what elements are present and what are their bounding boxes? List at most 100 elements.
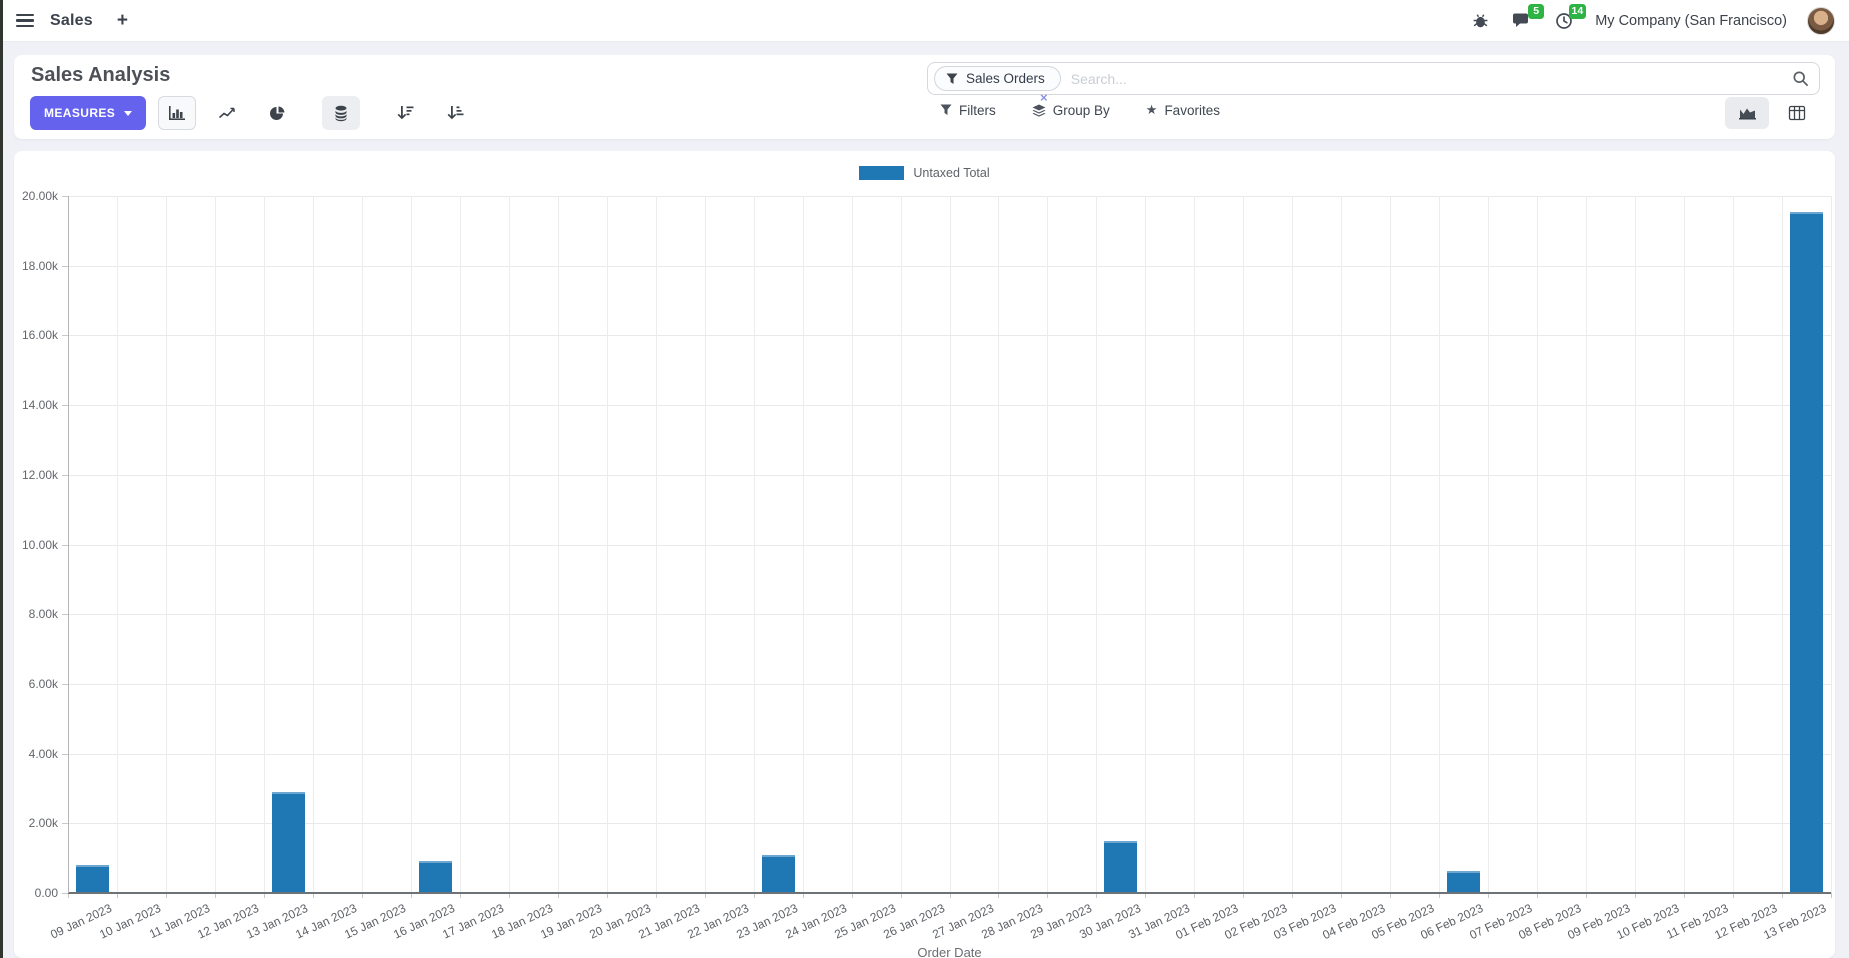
legend-swatch [859,166,905,180]
debug-bug-icon[interactable] [1469,10,1491,32]
x-tick [998,893,1000,898]
favorites-button[interactable]: ★ Favorites [1146,102,1220,118]
filter-funnel-icon [940,104,952,116]
chart-type-bar-button[interactable] [158,96,197,130]
bar-13-jan-2023[interactable] [271,791,305,893]
pivot-view-button[interactable] [1775,97,1819,129]
chart-type-pie-button[interactable] [258,96,296,130]
plus-icon[interactable]: + [116,9,128,31]
x-tick [165,893,167,898]
app-name[interactable]: Sales [50,11,93,29]
y-axis-tick-label: 16.00k [21,328,58,343]
y-tick [62,335,68,337]
gridline-vertical [1096,196,1098,893]
remove-facet-icon[interactable]: × [1040,90,1048,105]
star-icon: ★ [1145,102,1158,117]
apps-menu-icon[interactable] [16,13,34,28]
bar-06-feb-2023[interactable] [1447,871,1481,893]
stacked-toggle-button[interactable] [322,96,361,130]
chart-toolbar: MEASURES [30,96,474,130]
x-tick [68,893,69,898]
user-avatar[interactable] [1807,6,1835,35]
sort-descending-icon [397,106,414,120]
measures-button[interactable]: MEASURES [30,96,147,130]
x-tick [1145,893,1147,898]
gridline-vertical [410,196,412,893]
x-tick [214,893,216,898]
bar-chart: 0.00 2.00k 4.00k 6.00k 8.00k 10.00k 12.00k 14.0… [14,151,1835,958]
y-axis-tick-label: 14.00k [21,398,58,413]
bar-16-jan-2023[interactable] [418,860,452,893]
gridline-vertical [655,196,657,893]
gridline-vertical [1341,196,1343,893]
gridline-vertical [1733,196,1735,893]
x-tick [704,893,706,898]
bar-23-jan-2023[interactable] [761,855,795,893]
window-left-edge [0,0,3,958]
gridline-vertical [165,196,167,893]
x-tick [263,893,265,898]
chart-panel: Untaxed Total 0.00 2.00k 4.00k 6.00k 8.00k 10… [14,151,1835,958]
y-tick [62,405,68,407]
top-navbar: Sales + 5 14 My Company (San Francisco) [0,0,1849,42]
bar-30-jan-2023[interactable] [1104,840,1138,893]
gridline-vertical [1782,196,1784,893]
gridline-vertical [1390,196,1392,893]
x-tick [1341,893,1343,898]
x-tick [802,893,804,898]
x-tick [1194,893,1196,898]
gridline-vertical [1831,196,1832,893]
sort-ascending-icon [447,106,464,120]
y-tick [62,753,68,755]
x-tick [1488,893,1490,898]
gridline-vertical [214,196,216,893]
sort-ascending-button[interactable] [436,96,474,130]
group-by-label: Group By [1052,102,1110,118]
search-facet-sales-orders[interactable]: Sales Orders [934,66,1061,91]
x-tick [1684,893,1686,898]
filters-label: Filters [959,102,996,118]
filter-funnel-icon [946,73,958,84]
bar-09-jan-2023[interactable] [75,865,109,893]
x-axis-line [68,892,1831,894]
filters-button[interactable]: Filters [940,103,996,118]
x-axis-title: Order Date [917,945,982,958]
x-tick [410,893,412,898]
group-by-button[interactable]: Group By [1032,103,1110,118]
line-chart-icon [219,107,235,119]
messages-icon[interactable]: 5 [1511,3,1545,32]
gridline-vertical [1488,196,1490,893]
x-tick [1439,893,1441,898]
gridline-vertical [1586,196,1588,893]
y-tick [62,265,68,267]
gridline-vertical [753,196,755,893]
x-tick [1537,893,1539,898]
chart-legend[interactable]: Untaxed Total [14,151,1835,180]
graph-view-button[interactable] [1725,97,1769,129]
x-tick [1733,893,1735,898]
legend-label: Untaxed Total [913,166,990,180]
gridline-vertical [1292,196,1294,893]
gridline-vertical [949,196,951,893]
x-tick [116,893,118,898]
sort-descending-button[interactable] [386,96,424,130]
gridline-vertical [361,196,363,893]
y-axis-tick-label: 6.00k [28,676,58,691]
y-axis-tick-label: 20.00k [21,189,58,203]
search-input[interactable] [1060,70,1792,87]
page-title: Sales Analysis [31,64,171,86]
bar-13-feb-2023[interactable] [1790,211,1823,893]
company-switcher[interactable]: My Company (San Francisco) [1595,12,1787,29]
gridline-vertical [1194,196,1196,893]
activity-clock-icon[interactable]: 14 [1553,3,1587,32]
x-tick [1782,893,1784,898]
y-axis-tick-label: 18.00k [21,258,58,273]
y-axis-tick-label: 12.00k [21,467,58,482]
chart-type-line-button[interactable] [208,96,246,130]
gridline-vertical [459,196,461,893]
x-tick [1831,893,1832,898]
search-bar[interactable]: Sales Orders × [927,62,1820,104]
y-tick [62,683,68,685]
search-icon[interactable] [1792,70,1809,87]
gridline-vertical [557,196,559,893]
